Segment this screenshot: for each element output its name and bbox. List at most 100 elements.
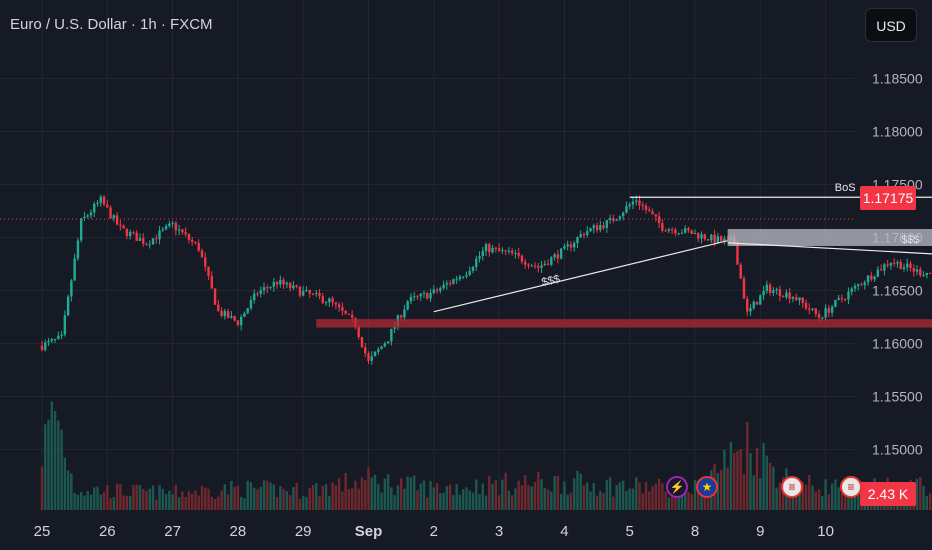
- volume-bar: [148, 488, 151, 510]
- candle-body: [70, 280, 73, 297]
- candle-body: [520, 255, 524, 262]
- volume-bar: [70, 473, 73, 510]
- volume-bar: [651, 486, 654, 510]
- candle-body: [236, 320, 240, 326]
- volume-bar: [220, 490, 223, 510]
- candle-body: [298, 286, 302, 296]
- symbol-title[interactable]: Euro / U.S. Dollar · 1h · FXCM: [10, 16, 213, 33]
- candle-body: [586, 231, 589, 236]
- eu-flag-icon[interactable]: ★: [696, 476, 718, 498]
- volume-bar: [510, 495, 514, 510]
- y-tick-label: 1.17000: [872, 230, 923, 246]
- candle-body: [804, 302, 808, 309]
- volume-bar: [504, 472, 507, 510]
- volume-bar: [275, 497, 279, 510]
- candle-body: [902, 267, 906, 270]
- volume-bar: [608, 477, 612, 510]
- lightning-icon[interactable]: ⚡: [666, 476, 688, 498]
- candle-body: [422, 293, 426, 295]
- volume-bar: [57, 420, 60, 510]
- candle-body: [76, 240, 80, 259]
- volume-bar: [390, 487, 393, 510]
- volume-bar: [445, 486, 449, 510]
- volume-bar: [106, 485, 109, 510]
- candle-body: [337, 304, 341, 308]
- volume-bar: [187, 491, 191, 510]
- volume-tag: 2.43 K: [860, 482, 916, 506]
- volume-bar: [373, 474, 377, 510]
- candle-body: [350, 314, 354, 318]
- x-tick-label: 2: [430, 523, 438, 540]
- volume-bar: [798, 490, 801, 510]
- volume-bar: [772, 466, 775, 510]
- candle-body: [347, 313, 351, 315]
- volume-bar: [89, 494, 93, 510]
- candle-body: [540, 265, 543, 268]
- candle-body: [906, 263, 909, 268]
- volume-bar: [145, 490, 148, 510]
- x-tick-label: 28: [230, 523, 247, 540]
- volume-bar: [925, 495, 929, 510]
- candle-body: [243, 313, 246, 317]
- axes: 1.185001.180001.175001.170001.165001.160…: [34, 71, 923, 541]
- candle-body: [759, 295, 762, 305]
- volume-bar: [628, 488, 631, 510]
- candle-body: [282, 279, 285, 285]
- volume-bar: [635, 477, 638, 510]
- candle-body: [550, 257, 553, 265]
- volume-bar: [328, 495, 331, 510]
- volume-bar: [507, 490, 511, 510]
- annotation-drawings: BoS$$$$$$Breaker + FvGOBCISD: [0, 182, 932, 313]
- candle-body: [93, 204, 96, 213]
- volume-bar: [631, 488, 635, 510]
- volume-bar: [197, 495, 200, 510]
- candle-body: [566, 244, 569, 247]
- volume-bar: [749, 452, 752, 510]
- volume-bar: [243, 498, 246, 510]
- volume-bar: [524, 475, 527, 510]
- volume-bar: [667, 497, 671, 510]
- candle-body: [821, 317, 824, 319]
- candle-body: [572, 243, 576, 248]
- candle-body: [47, 340, 50, 343]
- volume-bar: [579, 473, 582, 510]
- volume-bar: [572, 478, 576, 510]
- volume-bar: [279, 486, 282, 510]
- currency-button[interactable]: USD: [865, 8, 917, 42]
- candle-body: [925, 272, 929, 276]
- volume-bar: [759, 478, 762, 510]
- volume-bar: [109, 498, 112, 510]
- candle-body: [621, 212, 625, 217]
- volume-bar: [615, 485, 618, 510]
- volume-bar: [76, 494, 80, 510]
- candle-body: [922, 275, 925, 277]
- volume-bar: [226, 494, 230, 510]
- volume-bar: [347, 488, 351, 510]
- candle-body: [710, 234, 713, 241]
- volume-bar: [638, 482, 641, 510]
- candle-body: [435, 289, 439, 291]
- volume-bar: [723, 449, 726, 510]
- candle-body: [648, 209, 651, 212]
- candle-body: [749, 308, 752, 312]
- us-flag-icon[interactable]: ≡: [781, 476, 803, 498]
- volume-bar: [550, 491, 553, 510]
- us-flag-icon[interactable]: ≡: [840, 476, 862, 498]
- candle-body: [870, 275, 873, 280]
- volume-bar: [452, 495, 455, 510]
- candle-body: [292, 285, 295, 289]
- volume-bar: [837, 487, 840, 510]
- volume-bar: [230, 480, 233, 510]
- candle-body: [151, 238, 155, 245]
- candle-body: [478, 255, 481, 259]
- volume-bar: [181, 491, 184, 510]
- volume-bar: [207, 488, 210, 510]
- volume-bar: [396, 485, 400, 510]
- candle-body: [798, 297, 801, 301]
- candle-body: [697, 233, 700, 239]
- candle-body: [63, 315, 67, 335]
- candle-body: [896, 262, 899, 264]
- candle-body: [442, 284, 445, 289]
- candle-body: [135, 232, 138, 241]
